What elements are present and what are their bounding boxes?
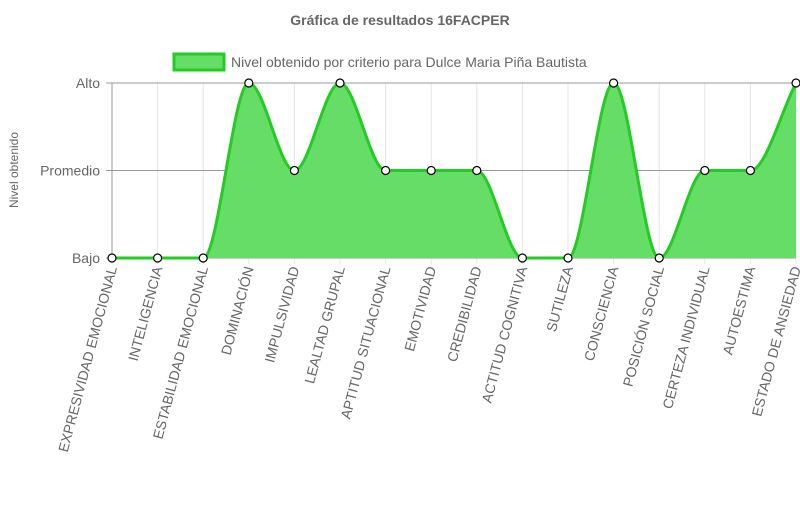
x-tick-label: APTITUD SITUACIONAL <box>337 264 393 420</box>
x-tick-label: LEALTAD GRUPAL <box>301 264 348 385</box>
data-point-6[interactable] <box>335 78 345 88</box>
x-tick-label: ACTITUD COGNITIVA <box>478 264 530 405</box>
x-tick-label: POSICIÓN SOCIAL <box>620 264 668 388</box>
data-point-5[interactable] <box>289 165 299 176</box>
x-tick-label: EXPRESIVIDAD EMOCIONAL <box>55 264 120 453</box>
x-tick-label: CERTEZA INDIVIDUAL <box>659 264 712 410</box>
legend[interactable]: Nivel obtenido por criterio para Dulce M… <box>172 52 587 72</box>
x-tick-label: CONSCIENCIA <box>581 264 622 363</box>
x-tick-label: INTELIGENCIA <box>125 264 166 363</box>
y-tick-labels: Bajo Promedio Alto <box>40 75 100 266</box>
data-point-10[interactable] <box>517 253 528 263</box>
data-point-9[interactable] <box>472 165 482 176</box>
data-point-4[interactable] <box>244 78 254 88</box>
y-axis-title: Nivel obtenido <box>7 132 21 208</box>
x-tick-label: IMPULSIVIDAD <box>261 265 302 365</box>
data-point-16[interactable] <box>791 78 800 88</box>
x-tick-label: CREDIBILIDAD <box>444 265 485 364</box>
chart-title: Gráfica de resultados 16FACPER <box>290 12 509 28</box>
data-point-2[interactable] <box>153 253 163 263</box>
legend-swatch <box>172 52 226 72</box>
data-points <box>107 78 800 263</box>
x-tick-label: DOMINACIÓN <box>218 265 257 357</box>
x-tick-label: AUTOESTIMA <box>719 264 758 356</box>
data-point-8[interactable] <box>426 165 436 176</box>
x-tick-label: EMOTIVIDAD <box>401 265 439 353</box>
y-tick-label: Promedio <box>40 163 100 179</box>
data-point-3[interactable] <box>198 253 208 263</box>
data-point-7[interactable] <box>381 165 391 176</box>
legend-label: Nivel obtenido por criterio para Dulce M… <box>231 54 587 70</box>
x-tick-label: ESTADO DE ANSIEDAD <box>748 265 800 418</box>
y-tick-label: Alto <box>76 75 100 91</box>
data-point-12[interactable] <box>608 78 619 88</box>
data-point-13[interactable] <box>654 253 664 263</box>
data-point-15[interactable] <box>745 165 756 176</box>
data-point-1[interactable] <box>107 253 117 263</box>
data-point-14[interactable] <box>700 165 710 176</box>
x-tick-label: SUTILEZA <box>543 264 576 333</box>
y-tick-label: Bajo <box>72 250 100 266</box>
x-tick-labels: EXPRESIVIDAD EMOCIONAL INTELIGENCIAESTABI… <box>55 264 800 454</box>
data-point-11[interactable] <box>563 253 573 263</box>
